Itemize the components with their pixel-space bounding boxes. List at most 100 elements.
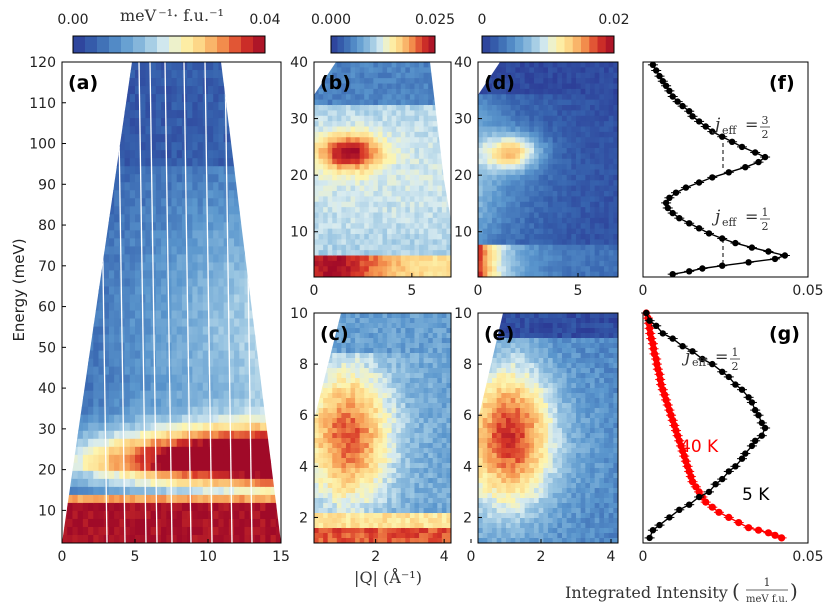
heatmap-d <box>478 62 618 277</box>
y-tick-label-a: 110 <box>29 96 56 112</box>
y-tick-label-a: 50 <box>38 340 56 356</box>
x-tick-label-a: 5 <box>131 549 140 565</box>
data-point <box>738 386 746 393</box>
integrated-intensity-label: Integrated Intensity ( 1 meV f.u. ) <box>565 576 798 605</box>
colorbar-swatch <box>515 36 524 53</box>
x-tick-label-e: 0 <box>467 549 476 565</box>
data-point <box>674 98 681 105</box>
q-axis-label: |Q| (Å⁻¹) <box>354 567 422 587</box>
heatmap-cells-e <box>478 313 618 543</box>
data-point <box>758 432 765 439</box>
data-point <box>669 335 676 342</box>
legend-40K: 40 K <box>680 437 719 457</box>
panel-label-g: (g) <box>769 323 800 345</box>
data-point <box>745 394 752 401</box>
data-point <box>699 355 706 363</box>
colorbar-swatch <box>370 36 377 53</box>
frame-b <box>313 61 452 278</box>
data-point <box>735 519 743 527</box>
data-point <box>748 399 756 406</box>
data-point <box>656 521 663 529</box>
annotation-jeff-3-2: j eff = 32 <box>711 114 770 141</box>
data-point <box>771 531 779 539</box>
colorbar-swatch <box>581 36 590 53</box>
data-point <box>653 322 660 329</box>
data-point <box>646 317 653 324</box>
colorbar-swatch <box>376 36 384 53</box>
data-point <box>662 82 670 90</box>
colorbar-frame <box>481 35 615 54</box>
colorbar-frame <box>72 35 266 54</box>
data-point <box>695 225 703 232</box>
colorbar-frame <box>330 35 436 54</box>
data-point <box>781 252 789 259</box>
data-point <box>725 468 732 475</box>
data-point <box>709 360 716 368</box>
colorbar-swatch <box>490 36 499 53</box>
colorbar-max-label: 0.025 <box>415 12 455 28</box>
data-point <box>669 271 676 278</box>
data-point <box>695 493 703 501</box>
data-point <box>732 463 739 470</box>
panel-label-a: (a) <box>68 72 98 94</box>
y-tick-label-e: 6 <box>463 408 472 424</box>
x-tick-label-e: 4 <box>607 549 616 565</box>
data-point <box>761 424 769 432</box>
colorbar-swatch <box>97 36 110 53</box>
x-tick-label-b: 5 <box>407 283 416 299</box>
colorbar-swatch <box>415 36 423 53</box>
frame-g <box>642 312 809 544</box>
panel-label-b: (b) <box>320 72 351 94</box>
data-point <box>682 184 690 191</box>
colorbar-swatch <box>539 36 549 53</box>
y-tick-label-c: 2 <box>299 510 308 526</box>
colorbar-swatch <box>193 36 206 53</box>
data-point <box>719 262 726 269</box>
x-tick-label-b: 0 <box>310 283 319 299</box>
data-point <box>643 309 650 317</box>
y-tick-label-d: 20 <box>454 168 472 184</box>
colorbar-swatch <box>383 36 390 53</box>
y-tick-label-a: 120 <box>29 55 56 71</box>
colorbar-a <box>72 35 266 54</box>
y-tick-label-a: 20 <box>38 463 56 479</box>
y-tick-label-d: 40 <box>454 55 472 71</box>
data-point <box>742 450 749 457</box>
x-tick-label-g: 0 <box>639 549 648 565</box>
data-point <box>719 368 726 375</box>
data-point <box>686 220 693 227</box>
data-point <box>662 199 670 207</box>
data-point <box>752 437 759 444</box>
data-point <box>719 475 726 483</box>
data-point <box>653 67 660 74</box>
colorbar-swatch <box>389 36 397 53</box>
colorbar-min-label: 0.00 <box>57 12 88 28</box>
data-point <box>748 442 756 450</box>
y-tick-label-a: 60 <box>38 300 56 316</box>
data-point <box>755 158 762 166</box>
heatmap-layer <box>62 35 618 543</box>
y-tick-label-e: 8 <box>463 357 472 373</box>
y-tick-label-c: 4 <box>299 459 308 475</box>
heatmap-cells-b <box>314 62 451 277</box>
y-tick-label-a: 100 <box>29 137 56 153</box>
data-point <box>695 179 703 186</box>
annotation-jeff-1-2-g: j eff = 12 <box>681 346 740 373</box>
colorbar-swatch <box>241 36 254 53</box>
frame-layer <box>61 61 809 544</box>
data-point <box>765 248 772 255</box>
colorbar-swatch <box>589 36 598 53</box>
data-point <box>752 406 759 414</box>
x-tick-label-f: 0 <box>639 283 648 299</box>
heatmap-b <box>314 62 451 277</box>
data-point <box>709 174 716 181</box>
x-tick-label-c: 2 <box>371 549 380 565</box>
data-point <box>656 72 663 80</box>
colorbar-swatch <box>498 36 508 53</box>
data-point <box>752 149 759 156</box>
colorbar-swatch <box>350 36 358 53</box>
data-point <box>748 244 756 251</box>
data-point <box>745 259 752 266</box>
data-point <box>764 529 773 537</box>
heatmap-e <box>478 313 618 543</box>
